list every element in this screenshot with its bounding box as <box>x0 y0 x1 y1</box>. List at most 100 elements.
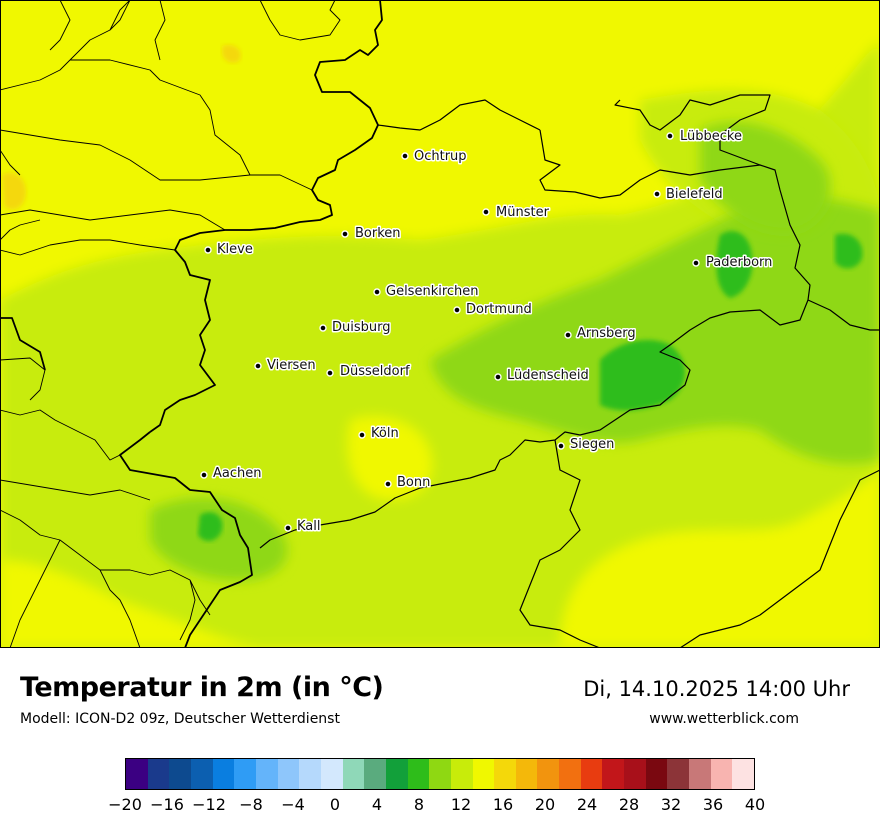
city-label: Kleve <box>217 242 253 257</box>
city-label: Paderborn <box>706 255 772 270</box>
city-label: Ochtrup <box>414 149 467 164</box>
city-dot-icon <box>384 480 392 488</box>
state-border-nrw-east <box>259 129 811 549</box>
colorbar-swatch <box>385 759 408 789</box>
city-dot-icon <box>326 369 334 377</box>
city-luebbecke: Lübbecke <box>666 128 743 146</box>
temperature-colorbar <box>125 758 755 790</box>
field-16-18-southeast <box>560 470 880 648</box>
city-bielefeld: Bielefeld <box>653 186 724 204</box>
colorbar-tick-label: 20 <box>534 795 556 814</box>
colorbar-swatch <box>494 759 516 789</box>
colorbar-swatch <box>710 759 733 789</box>
colorbar-swatch <box>126 759 148 789</box>
city-koeln: Köln <box>358 425 400 443</box>
colorbar-swatch <box>450 759 473 789</box>
state-border-south-east <box>679 469 880 648</box>
city-duisburg: Duisburg <box>319 319 392 337</box>
city-label: Lübbecke <box>680 129 742 144</box>
colorbar-swatch <box>472 759 495 789</box>
city-dot-icon <box>200 471 208 479</box>
city-dot-icon <box>666 132 674 140</box>
colorbar-swatch <box>580 759 603 789</box>
field-10-12-eifel <box>198 512 223 542</box>
city-muenster: Münster <box>482 204 551 222</box>
colorbar-swatch <box>515 759 538 789</box>
colorbar-swatch <box>624 759 646 789</box>
city-kall: Kall <box>284 518 322 536</box>
city-dot-icon <box>482 208 490 216</box>
colorbar-swatch <box>602 759 625 789</box>
city-dot-icon <box>453 306 461 314</box>
field-18-20-northwest <box>2 172 26 210</box>
city-arnsberg: Arnsberg <box>564 325 637 343</box>
field-16-18-cologne <box>347 416 433 500</box>
colorbar-tick-label: 40 <box>744 795 766 814</box>
city-aachen: Aachen <box>200 465 263 483</box>
temperature-map-canvas: Lübbecke Ochtrup Bielefeld Münster Borke… <box>0 0 880 648</box>
city-dot-icon <box>373 288 381 296</box>
city-dot-icon <box>341 230 349 238</box>
city-label: Düsseldorf <box>340 364 410 379</box>
forecast-datetime: Di, 14.10.2025 14:00 Uhr <box>583 677 850 701</box>
city-dot-icon <box>692 259 700 267</box>
colorbar-tick-label: −20 <box>108 795 142 814</box>
website-link[interactable]: www.wetterblick.com <box>649 711 799 727</box>
city-luedenscheid: Lüdenscheid <box>494 367 590 385</box>
city-label: Lüdenscheid <box>507 368 589 383</box>
colorbar-swatch <box>645 759 668 789</box>
border-lines <box>0 0 880 648</box>
city-bonn: Bonn <box>384 474 432 492</box>
national-border-left <box>0 317 46 371</box>
city-dortmund: Dortmund <box>453 301 533 319</box>
field-10-12-east <box>835 233 863 269</box>
national-border-netherlands <box>149 0 383 433</box>
city-label: Bielefeld <box>666 187 723 202</box>
colorbar-tick-label: −16 <box>150 795 184 814</box>
city-dot-icon <box>401 152 409 160</box>
chart-title: Temperatur in 2m (in °C) <box>20 672 384 703</box>
field-16-18-southwest <box>0 560 260 648</box>
colorbar-swatch <box>667 759 690 789</box>
city-dot-icon <box>653 190 661 198</box>
city-duesseldorf: Düsseldorf <box>326 363 411 381</box>
colorbar-swatch <box>190 759 213 789</box>
city-borken: Borken <box>341 225 402 243</box>
city-label: Siegen <box>570 437 614 452</box>
city-dot-icon <box>564 331 572 339</box>
colorbar-swatch <box>299 759 321 789</box>
field-12-14-eifel <box>150 497 288 581</box>
city-dot-icon <box>358 431 366 439</box>
colorbar-swatch <box>255 759 278 789</box>
temperature-field <box>0 0 880 648</box>
colorbar-swatch <box>147 759 170 789</box>
colorbar-swatch <box>429 759 451 789</box>
colorbar-swatch <box>169 759 191 789</box>
field-10-12-egge <box>716 231 753 298</box>
city-label: Dortmund <box>466 302 532 317</box>
district-lines-west <box>0 0 313 648</box>
city-viersen: Viersen <box>254 357 317 375</box>
field-10-12-sauerland <box>600 340 685 411</box>
city-dot-icon <box>254 362 262 370</box>
colorbar-tick-label: −12 <box>192 795 226 814</box>
city-dot-icon <box>557 442 565 450</box>
colorbar-ticks: −20 −16 −12 −8 −4 0 4 8 12 16 20 24 28 32 36 40 <box>108 795 765 819</box>
district-lines-north <box>0 0 341 241</box>
city-label: Köln <box>371 426 399 441</box>
colorbar-swatch <box>407 759 430 789</box>
city-markers: Lübbecke Ochtrup Bielefeld Münster Borke… <box>200 128 774 536</box>
colorbar-tick-label: 12 <box>450 795 472 814</box>
colorbar-swatch <box>320 759 343 789</box>
city-dot-icon <box>319 324 327 332</box>
city-dot-icon <box>284 524 292 532</box>
state-border-hesse <box>807 299 880 331</box>
colorbar-swatch <box>732 759 755 789</box>
field-12-14-north <box>700 121 831 232</box>
colorbar-tick-label: 36 <box>702 795 724 814</box>
model-subtitle: Modell: ICON-D2 09z, Deutscher Wetterdie… <box>20 711 340 727</box>
city-paderborn: Paderborn <box>692 254 774 272</box>
city-label: Duisburg <box>332 320 391 335</box>
colorbar-swatch <box>234 759 256 789</box>
colorbar-tick-label: −8 <box>239 795 263 814</box>
